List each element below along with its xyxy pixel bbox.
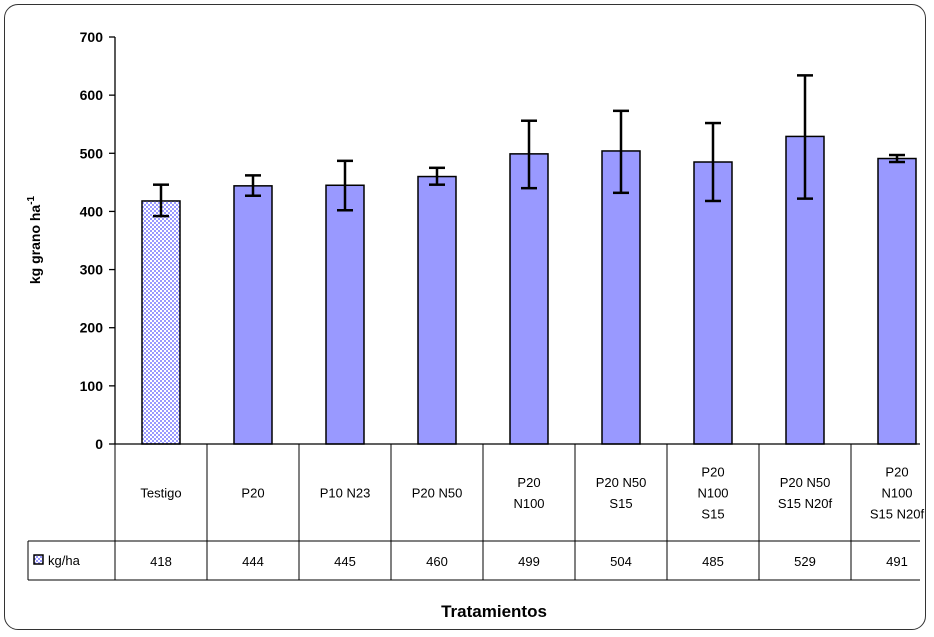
bar (693, 161, 733, 445)
category-label: P20 N50 (780, 475, 831, 490)
category-label: P10 N23 (320, 486, 371, 501)
data-label: 499 (518, 554, 540, 569)
data-label: 485 (702, 554, 724, 569)
bar (601, 150, 641, 445)
chart-frame (4, 4, 926, 630)
category-label: S15 (701, 507, 724, 522)
bar (233, 185, 273, 445)
category-label: P20 N50 (412, 486, 463, 501)
y-axis-label: kg grano ha-1 (26, 195, 43, 284)
bar (509, 153, 549, 445)
data-label: 504 (610, 554, 632, 569)
data-label: 418 (150, 554, 172, 569)
y-tick-label: 0 (95, 436, 103, 452)
category-label: S15 (609, 496, 632, 511)
y-tick-label: 700 (80, 29, 104, 45)
category-label: P20 (701, 465, 724, 480)
data-label: 529 (794, 554, 816, 569)
bar (877, 157, 917, 445)
y-tick-label: 500 (80, 145, 104, 161)
category-label: P20 (241, 486, 264, 501)
bar (417, 175, 457, 445)
category-label: Testigo (140, 486, 181, 501)
y-tick-label: 400 (80, 203, 104, 219)
y-tick-label: 200 (80, 320, 104, 336)
y-tick-label: 100 (80, 378, 104, 394)
x-axis-label: Tratamientos (441, 602, 547, 621)
bar (141, 200, 181, 445)
category-label: P20 (885, 465, 908, 480)
category-label: N100 (513, 496, 544, 511)
category-label: N100 (697, 486, 728, 501)
y-tick-label: 300 (80, 262, 104, 278)
category-label: P20 N50 (596, 475, 647, 490)
data-label: 444 (242, 554, 264, 569)
category-label: S15 N20f (778, 496, 833, 511)
data-label: 460 (426, 554, 448, 569)
legend-label: kg/ha (48, 553, 81, 568)
data-label: 445 (334, 554, 356, 569)
category-label: S15 N20f (870, 507, 925, 522)
legend-key (33, 554, 44, 565)
data-label: 491 (886, 554, 908, 569)
bar (325, 184, 365, 445)
category-label: N100 (881, 486, 912, 501)
category-label: P20 (517, 475, 540, 490)
y-tick-label: 600 (80, 87, 104, 103)
